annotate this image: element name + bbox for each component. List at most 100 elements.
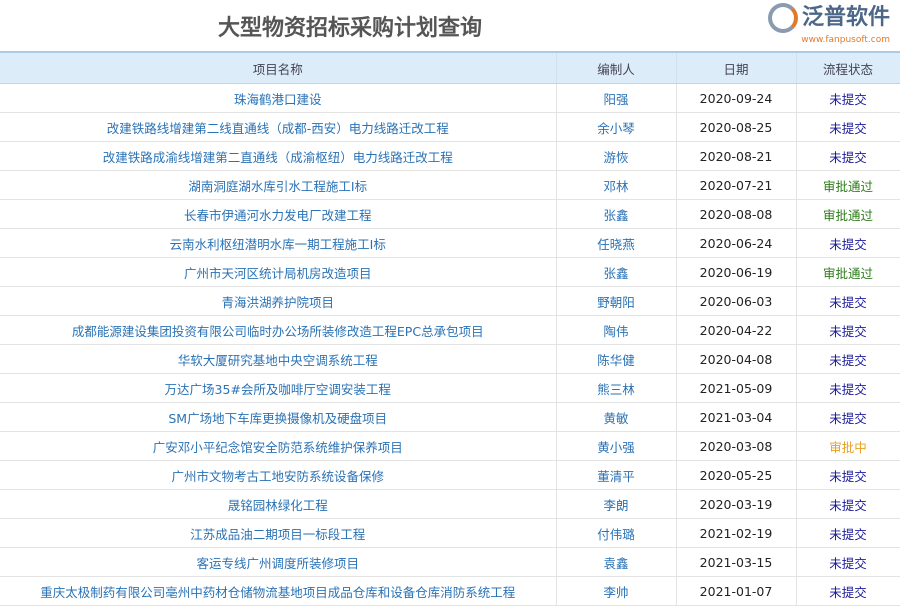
status-cell: 审批通过 [796,257,900,287]
table-row[interactable]: 云南水利枢纽潜明水库一期工程施工I标 任晓燕 2020-06-24 未提交 [0,228,900,258]
project-name-link[interactable]: SM广场地下车库更换摄像机及硬盘项目 [0,402,557,432]
date-cell: 2021-01-07 [676,576,797,606]
table-row[interactable]: 青海洪湖养护院项目 野朝阳 2020-06-03 未提交 [0,286,900,316]
author-cell: 张鑫 [556,199,677,229]
author-cell: 黄小强 [556,431,677,461]
status-cell: 未提交 [796,286,900,316]
table-row[interactable]: 重庆太极制药有限公司亳州中药材仓储物流基地项目成品仓库和设备仓库消防系统工程 李帅… [0,576,900,606]
date-cell: 2020-07-21 [676,170,797,200]
column-header-date[interactable]: 日期 [676,51,797,84]
project-name-link[interactable]: 江苏成品油二期项目一标段工程 [0,518,557,548]
author-cell: 袁鑫 [556,547,677,577]
author-cell: 邓林 [556,170,677,200]
date-cell: 2020-05-25 [676,460,797,490]
project-name-link[interactable]: 珠海鹤港口建设 [0,83,557,113]
author-cell: 张鑫 [556,257,677,287]
project-name-link[interactable]: 青海洪湖养护院项目 [0,286,557,316]
column-header-status[interactable]: 流程状态 [796,51,900,84]
project-name-link[interactable]: 云南水利枢纽潜明水库一期工程施工I标 [0,228,557,258]
status-cell: 未提交 [796,112,900,142]
page-title: 大型物资招标采购计划查询 [218,16,483,41]
date-cell: 2020-04-22 [676,315,797,345]
status-cell: 未提交 [796,402,900,432]
date-cell: 2020-08-25 [676,112,797,142]
status-cell: 未提交 [796,460,900,490]
date-cell: 2020-03-08 [676,431,797,461]
project-name-link[interactable]: 湖南洞庭湖水库引水工程施工I标 [0,170,557,200]
project-name-link[interactable]: 广州市天河区统计局机房改造项目 [0,257,557,287]
table-row[interactable]: 客运专线广州调度所装修项目 袁鑫 2021-03-15 未提交 [0,547,900,577]
table-row[interactable]: 改建铁路线增建第二线直通线（成都-西安）电力线路迁改工程 余小琴 2020-08-2… [0,112,900,142]
status-cell: 审批通过 [796,170,900,200]
project-name-link[interactable]: 晟铭园林绿化工程 [0,489,557,519]
project-name-link[interactable]: 改建铁路成渝线增建第二直通线（成渝枢纽）电力线路迁改工程 [0,141,557,171]
status-cell: 未提交 [796,344,900,374]
author-cell: 任晓燕 [556,228,677,258]
date-cell: 2021-02-19 [676,518,797,548]
date-cell: 2020-04-08 [676,344,797,374]
author-cell: 阳强 [556,83,677,113]
table-row[interactable]: 万达广场35#会所及咖啡厅空调安装工程 熊三林 2021-05-09 未提交 [0,373,900,403]
status-cell: 审批通过 [796,199,900,229]
date-cell: 2020-08-08 [676,199,797,229]
author-cell: 野朝阳 [556,286,677,316]
status-cell: 未提交 [796,83,900,113]
table-row[interactable]: 广州市文物考古工地安防系统设备保修 董清平 2020-05-25 未提交 [0,460,900,490]
date-cell: 2020-09-24 [676,83,797,113]
status-cell: 未提交 [796,489,900,519]
author-cell: 熊三林 [556,373,677,403]
status-cell: 未提交 [796,373,900,403]
table-row[interactable]: 珠海鹤港口建设 阳强 2020-09-24 未提交 [0,83,900,113]
project-name-link[interactable]: 重庆太极制药有限公司亳州中药材仓储物流基地项目成品仓库和设备仓库消防系统工程 [0,576,557,606]
procurement-plan-table: 项目名称 编制人 日期 流程状态 珠海鹤港口建设 阳强 2020-09-24 未提交改… [0,51,900,606]
date-cell: 2021-03-15 [676,547,797,577]
table-row[interactable]: 成都能源建设集团投资有限公司临时办公场所装修改造工程EPC总承包项目 陶伟 2020… [0,315,900,345]
project-name-link[interactable]: 广安邓小平纪念馆安全防范系统维护保养项目 [0,431,557,461]
table-row[interactable]: 江苏成品油二期项目一标段工程 付伟璐 2021-02-19 未提交 [0,518,900,548]
table-row[interactable]: SM广场地下车库更换摄像机及硬盘项目 黄敏 2021-03-04 未提交 [0,402,900,432]
table-row[interactable]: 华软大厦研究基地中央空调系统工程 陈华健 2020-04-08 未提交 [0,344,900,374]
project-name-link[interactable]: 华软大厦研究基地中央空调系统工程 [0,344,557,374]
table-row[interactable]: 长春市伊通河水力发电厂改建工程 张鑫 2020-08-08 审批通过 [0,199,900,229]
date-cell: 2021-03-04 [676,402,797,432]
author-cell: 李帅 [556,576,677,606]
author-cell: 付伟璐 [556,518,677,548]
author-cell: 黄敏 [556,402,677,432]
date-cell: 2020-06-24 [676,228,797,258]
project-name-link[interactable]: 万达广场35#会所及咖啡厅空调安装工程 [0,373,557,403]
date-cell: 2020-06-19 [676,257,797,287]
table-row[interactable]: 湖南洞庭湖水库引水工程施工I标 邓林 2020-07-21 审批通过 [0,170,900,200]
author-cell: 陶伟 [556,315,677,345]
project-name-link[interactable]: 客运专线广州调度所装修项目 [0,547,557,577]
date-cell: 2020-06-03 [676,286,797,316]
column-header-author[interactable]: 编制人 [556,51,677,84]
project-name-link[interactable]: 长春市伊通河水力发电厂改建工程 [0,199,557,229]
table-row[interactable]: 广安邓小平纪念馆安全防范系统维护保养项目 黄小强 2020-03-08 审批中 [0,431,900,461]
column-header-project-name[interactable]: 项目名称 [0,51,557,84]
project-name-link[interactable]: 广州市文物考古工地安防系统设备保修 [0,460,557,490]
author-cell: 游恢 [556,141,677,171]
watermark-url: www.fanpusoft.com [801,35,890,45]
brand-logo-icon [767,3,798,33]
project-name-link[interactable]: 改建铁路线增建第二线直通线（成都-西安）电力线路迁改工程 [0,112,557,142]
table-row[interactable]: 改建铁路成渝线增建第二直通线（成渝枢纽）电力线路迁改工程 游恢 2020-08-21… [0,141,900,171]
author-cell: 董清平 [556,460,677,490]
table-row[interactable]: 晟铭园林绿化工程 李朗 2020-03-19 未提交 [0,489,900,519]
author-cell: 陈华健 [556,344,677,374]
author-cell: 余小琴 [556,112,677,142]
status-cell: 未提交 [796,228,900,258]
project-name-link[interactable]: 成都能源建设集团投资有限公司临时办公场所装修改造工程EPC总承包项目 [0,315,557,345]
date-cell: 2020-03-19 [676,489,797,519]
author-cell: 李朗 [556,489,677,519]
status-cell: 未提交 [796,315,900,345]
status-cell: 未提交 [796,547,900,577]
table-row[interactable]: 广州市天河区统计局机房改造项目 张鑫 2020-06-19 审批通过 [0,257,900,287]
status-cell: 未提交 [796,518,900,548]
date-cell: 2020-08-21 [676,141,797,171]
watermark-brand: 泛普软件 [801,5,890,30]
status-cell: 未提交 [796,576,900,606]
watermark-logo: 泛普软件 [767,3,890,33]
status-cell: 审批中 [796,431,900,461]
date-cell: 2021-05-09 [676,373,797,403]
status-cell: 未提交 [796,141,900,171]
